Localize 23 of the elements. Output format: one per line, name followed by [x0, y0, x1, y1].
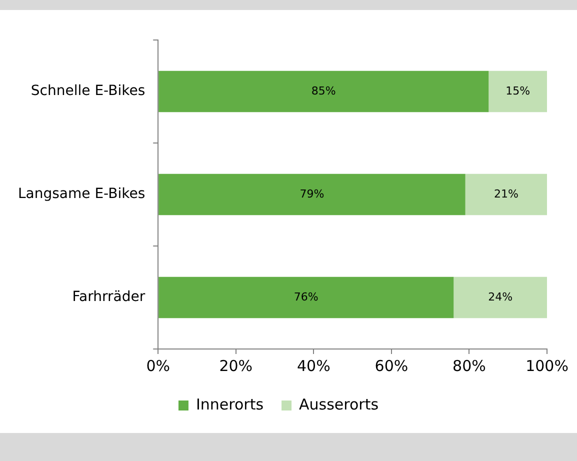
legend-label: Ausserorts [299, 395, 379, 414]
data-label: 76% [294, 290, 318, 304]
bar [158, 276, 454, 318]
x-tick-label: 80% [452, 356, 486, 375]
data-label: 85% [311, 84, 336, 98]
bar [465, 174, 547, 216]
bar [158, 70, 489, 112]
bar [454, 276, 547, 318]
data-label: 24% [488, 290, 513, 304]
x-tick-label: 100% [526, 356, 568, 375]
y-tick-label: Schnelle E-Bikes [30, 83, 146, 100]
data-label: 79% [300, 187, 324, 200]
legend-label: Innerorts [196, 395, 264, 414]
data-label: 21% [494, 187, 518, 200]
x-tick-label: 60% [374, 356, 408, 375]
y-tick-label: Farhrräder [72, 289, 146, 306]
x-tick-label: 40% [297, 356, 330, 375]
x-tick-label: 0% [146, 356, 170, 375]
bar [488, 70, 547, 112]
bar [158, 174, 466, 216]
y-tick-label: Langsame E-Bikes [18, 186, 146, 202]
x-tick-label: 20% [219, 356, 253, 375]
data-label: 15% [506, 84, 530, 98]
